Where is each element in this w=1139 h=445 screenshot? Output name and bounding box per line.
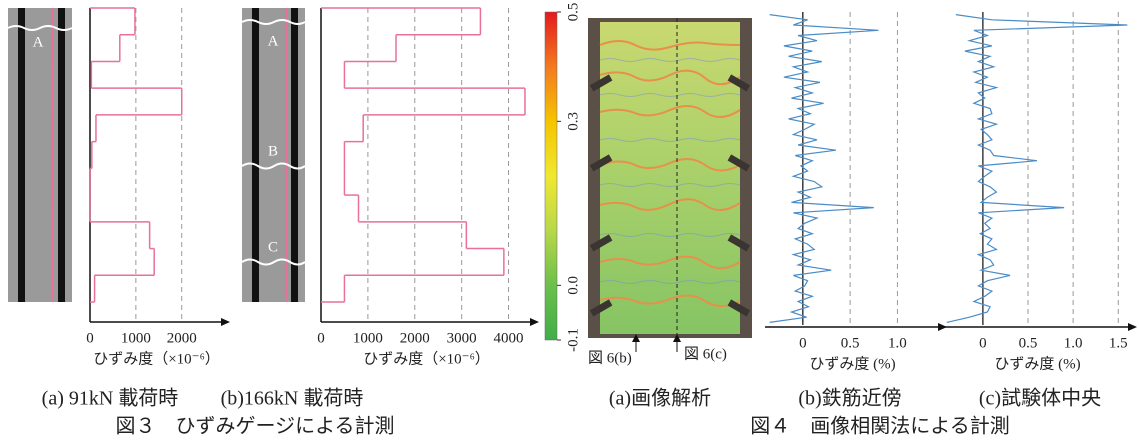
x-tick-label: 0: [317, 330, 325, 346]
gauge-diagram-b: A B C: [242, 8, 305, 302]
x-tick-label: 1.0: [1064, 335, 1083, 351]
axis-arrowhead: [221, 318, 230, 326]
x-tick-label: 1.5: [1109, 335, 1128, 351]
x-tick-label: 4000: [494, 330, 524, 346]
colorbar-tick-label: 0.0: [565, 276, 581, 295]
gauge-line: [286, 8, 287, 302]
colorbar-tick-label: 0.5: [565, 3, 581, 22]
subfigure-caption: (a)画像解析: [609, 387, 711, 410]
x-tick-label: 1.0: [888, 335, 907, 351]
crack-label: B: [268, 143, 278, 159]
subfigure-caption: (a) 91kN 載荷時: [42, 387, 179, 410]
x-tick-label: 3000: [447, 330, 477, 346]
x-tick-label: 0.5: [841, 335, 860, 351]
crack-label: A: [268, 33, 279, 49]
page: A A B C: [0, 0, 1139, 445]
colorbar: [545, 12, 557, 340]
x-tick-label: 2000: [167, 330, 197, 346]
x-axis-label: ひずみ度（×10⁻⁶）: [363, 350, 490, 367]
x-tick-label: 0: [979, 335, 987, 351]
rebar: [291, 8, 298, 302]
subfigure-caption: (c)試験体中央: [979, 387, 1101, 410]
gauge-diagram-a: A: [8, 8, 72, 302]
x-tick-label: 1000: [353, 330, 383, 346]
crack-label: C: [268, 239, 278, 255]
crack-label: A: [33, 34, 44, 50]
strain-profile: [770, 15, 879, 323]
axis-arrowhead: [1128, 323, 1137, 331]
analysis-photo: 図 6(b) 図 6(c): [588, 18, 752, 366]
subfigure-caption: (b)166kN 載荷時: [221, 387, 364, 410]
rebar: [252, 8, 259, 302]
colorbar-tick-label: -0.1: [565, 328, 581, 352]
x-axis-label: ひずみ度（×10⁻⁶）: [93, 350, 220, 367]
figure-caption: 図３ ひずみゲージによる計測: [116, 415, 395, 438]
x-axis-label: ひずみ度 (%): [994, 355, 1080, 372]
x-axis-label: ひずみ度 (%): [809, 355, 895, 372]
x-tick-label: 1000: [121, 330, 151, 346]
rebar: [18, 8, 25, 302]
x-tick-label: 0.5: [1019, 335, 1038, 351]
figure: A A B C: [0, 0, 1139, 445]
x-tick-label: 0: [86, 330, 94, 346]
gauge-line: [52, 8, 53, 302]
photo-label: 図 6(c): [684, 345, 727, 362]
figure-caption: 図４ 画像相関法による計測: [750, 415, 1009, 438]
strain-profile: [947, 15, 1128, 323]
strain-field: [600, 22, 740, 334]
rebar: [58, 8, 65, 302]
x-tick-label: 0: [799, 335, 807, 351]
axis-arrowhead: [530, 318, 539, 326]
colorbar-tick-label: 0.3: [565, 112, 581, 131]
subfigure-caption: (b)鉄筋近傍: [798, 387, 901, 410]
x-tick-label: 2000: [400, 330, 430, 346]
photo-label: 図 6(b): [588, 349, 632, 366]
